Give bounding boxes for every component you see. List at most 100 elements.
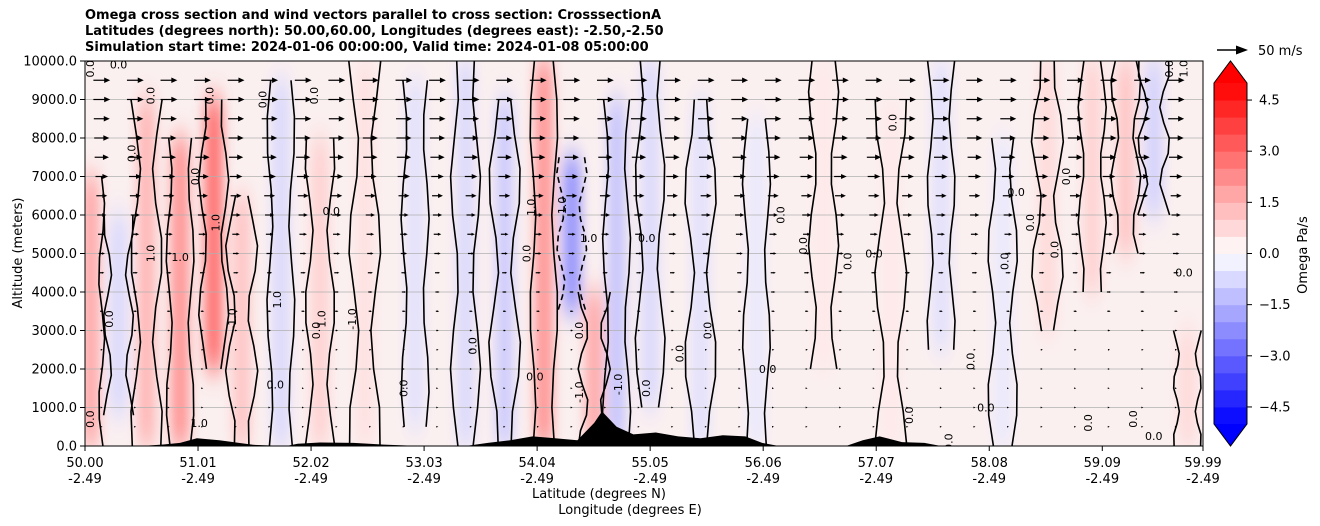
wind-arrow-head [671, 348, 674, 351]
wind-arrow-head [169, 291, 172, 293]
wind-arrow-head [137, 77, 144, 83]
wind-arrow [1136, 173, 1149, 180]
wind-arrow-head [369, 368, 372, 370]
wind-arrow-head [640, 154, 647, 160]
wind-arrow [906, 368, 909, 370]
wind-arrow [198, 232, 207, 236]
wind-arrow [704, 425, 707, 428]
wind-arrow-head [673, 154, 680, 160]
wind-arrow [970, 232, 979, 236]
wind-arrow-head [706, 252, 710, 255]
wind-arrow [1101, 135, 1117, 141]
wind-arrow-head [1141, 406, 1144, 409]
wind-arrow-head [706, 291, 709, 293]
wind-arrow-head [672, 232, 677, 236]
wind-arrow [800, 173, 814, 180]
wind-arrow [704, 387, 707, 390]
wind-arrow-head [303, 173, 310, 180]
wind-arrow-head [1107, 425, 1110, 428]
wind-arrow-head [975, 154, 982, 160]
colorbar-extend-min [1214, 424, 1247, 446]
wind-arrow-head [234, 368, 237, 370]
wind-arrow-head [538, 193, 544, 198]
wind-arrow-head [639, 232, 643, 236]
contour-label: 0.0 [84, 60, 97, 78]
wind-arrow-head [908, 154, 915, 160]
wind-arrow-head [605, 271, 608, 274]
wind-arrow [497, 154, 512, 160]
contour-label: 0.0 [526, 371, 544, 384]
omega-feature-16 [641, 61, 660, 408]
wind-arrow-head [739, 291, 742, 293]
wind-arrow-head [674, 96, 681, 103]
wind-arrow-head [809, 96, 816, 103]
wind-arrow [1172, 252, 1180, 255]
wind-arrow-head [371, 173, 377, 180]
x-tick-label-lat: 59.09 [1084, 456, 1121, 471]
wind-arrow-head [404, 232, 408, 236]
wind-arrow [132, 271, 138, 274]
contour-label: 0.0 [977, 401, 995, 414]
wind-arrow-head [572, 213, 577, 217]
wind-arrow [704, 406, 707, 409]
contour-line-6 [266, 80, 296, 446]
wind-arrow-head [505, 173, 511, 180]
wind-arrow [262, 135, 278, 141]
wind-arrow-head [1076, 173, 1082, 180]
wind-arrow-head [436, 425, 439, 428]
wind-arrow-head [941, 252, 945, 255]
wind-arrow-head [538, 291, 541, 293]
contour-label: 1.0 [190, 417, 208, 430]
wind-arrow [435, 271, 441, 274]
wind-arrow [366, 232, 375, 236]
wind-arrow-head [1042, 173, 1049, 180]
wind-arrow [468, 291, 474, 293]
wind-arrow-head [506, 116, 513, 122]
wind-arrow-head [704, 425, 707, 428]
wind-arrow [294, 96, 312, 103]
wind-arrow-head [571, 329, 574, 332]
wind-arrow [999, 77, 1017, 83]
wind-arrow [1175, 348, 1178, 351]
wind-arrow [906, 329, 909, 332]
wind-arrow-head [941, 291, 944, 293]
wind-arrow [1141, 387, 1144, 390]
wind-arrow-head [1141, 387, 1144, 390]
wind-arrow [95, 173, 109, 180]
wind-arrow-head [772, 368, 775, 370]
wind-arrow-head [604, 406, 607, 409]
wind-arrow [361, 77, 379, 83]
wind-arrow [335, 329, 339, 332]
wind-arrow-head [102, 154, 109, 160]
wind-arrow-head [370, 252, 374, 255]
wind-arrow-head [436, 387, 439, 390]
wind-arrow-head [606, 135, 613, 141]
wind-arrow [669, 252, 676, 255]
wind-arrow [402, 348, 405, 351]
wind-arrow-head [942, 154, 949, 160]
wind-arrow [362, 135, 378, 141]
wind-arrow-head [807, 154, 814, 160]
wind-arrow [500, 232, 509, 236]
wind-arrow [631, 154, 647, 160]
wind-arrow-head [337, 213, 342, 217]
wind-arrow [234, 368, 237, 370]
wind-arrow [805, 329, 809, 332]
wind-arrow [197, 193, 208, 198]
wind-arrow-head [1109, 213, 1114, 217]
wind-arrow [296, 173, 310, 180]
contour-label: 0.0 [144, 87, 157, 105]
wind-arrow [933, 135, 949, 141]
wind-arrow [99, 291, 104, 293]
wind-arrow-head [1178, 116, 1185, 122]
wind-arrow-head [772, 329, 775, 332]
wind-arrow [537, 348, 540, 351]
wind-arrow [333, 252, 340, 255]
wind-arrow [1074, 348, 1077, 351]
wind-arrow-head [504, 291, 507, 293]
wind-arrow [334, 271, 340, 274]
wind-arrow-head [402, 348, 405, 351]
wind-arrow-head [671, 387, 674, 390]
wind-arrow-head [167, 406, 170, 409]
wind-arrow-head [742, 77, 749, 83]
